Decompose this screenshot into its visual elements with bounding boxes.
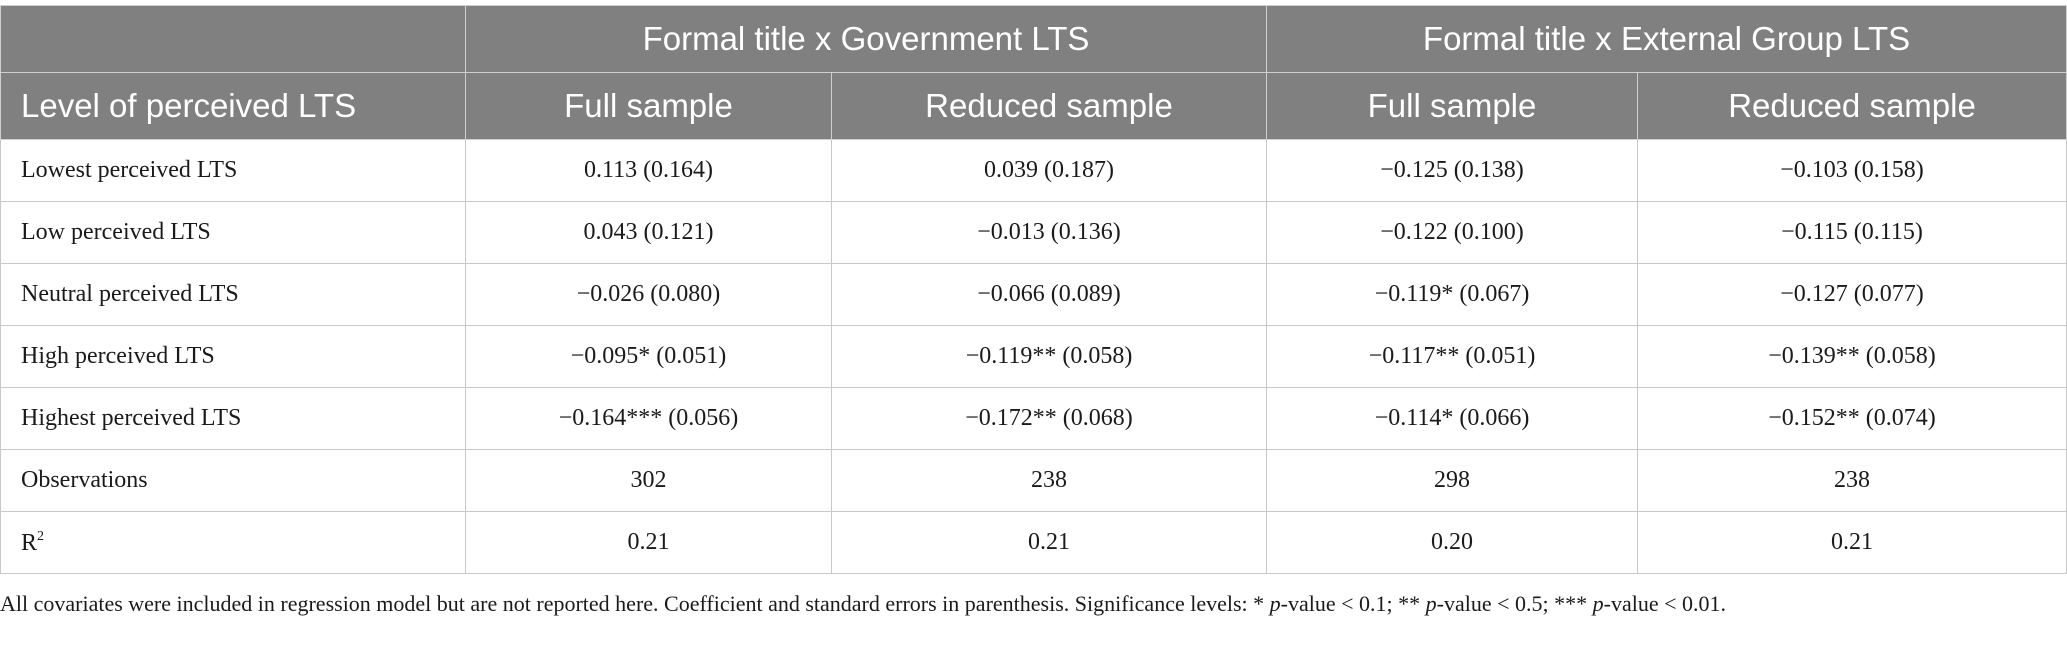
footnote-text: All covariates were included in regressi… xyxy=(0,591,1270,616)
table-cell: 0.043 (0.121) xyxy=(465,201,832,264)
table-cell: −0.103 (0.158) xyxy=(1637,139,2067,202)
table-cell: −0.095* (0.051) xyxy=(465,325,832,388)
r2-superscript: 2 xyxy=(37,528,45,544)
table-cell: −0.119** (0.058) xyxy=(830,325,1268,388)
group-header-row: Formal title x Government LTS Formal tit… xyxy=(0,5,2067,73)
footnote-italic-p: p xyxy=(1269,591,1281,616)
table-cell: −0.139** (0.058) xyxy=(1637,325,2067,388)
sub-header-gov-full: Full sample xyxy=(465,72,832,140)
sub-header-ext-reduced: Reduced sample xyxy=(1637,72,2067,140)
row-label-r2: R2 xyxy=(0,511,466,574)
table-cell: 238 xyxy=(830,449,1268,512)
table-row-r2: R2 0.21 0.21 0.20 0.21 xyxy=(0,511,2067,574)
footnote-text: -value < 0.1; ** xyxy=(1280,591,1426,616)
regression-table-container: Formal title x Government LTS Formal tit… xyxy=(0,5,2067,574)
row-label: Observations xyxy=(0,449,466,512)
table-row: Lowest perceived LTS 0.113 (0.164) 0.039… xyxy=(0,139,2067,202)
table-cell: −0.117** (0.051) xyxy=(1266,325,1639,388)
row-label: Highest perceived LTS xyxy=(0,387,466,450)
row-label: High perceived LTS xyxy=(0,325,466,388)
row-label: Neutral perceived LTS xyxy=(0,263,466,326)
table-cell: −0.114* (0.066) xyxy=(1266,387,1639,450)
table-row: Neutral perceived LTS −0.026 (0.080) −0.… xyxy=(0,263,2067,326)
table-row: Observations 302 238 298 238 xyxy=(0,449,2067,512)
table-cell: −0.013 (0.136) xyxy=(830,201,1268,264)
row-label: Low perceived LTS xyxy=(0,201,466,264)
table-cell: −0.026 (0.080) xyxy=(465,263,832,326)
group-header-government: Formal title x Government LTS xyxy=(464,5,1268,73)
sub-header-level: Level of perceived LTS xyxy=(0,72,466,140)
table-cell: 238 xyxy=(1637,449,2067,512)
sub-header-ext-full: Full sample xyxy=(1266,72,1639,140)
group-header-empty xyxy=(0,5,466,73)
table-row: Highest perceived LTS −0.164*** (0.056) … xyxy=(0,387,2067,450)
group-header-external: Formal title x External Group LTS xyxy=(1266,5,2067,73)
table-cell: −0.119* (0.067) xyxy=(1266,263,1639,326)
table-cell: 0.113 (0.164) xyxy=(465,139,832,202)
table-cell: 0.21 xyxy=(465,511,832,574)
table-cell: −0.122 (0.100) xyxy=(1266,201,1639,264)
footnote-italic-p: p xyxy=(1592,591,1604,616)
table-cell: 298 xyxy=(1266,449,1639,512)
r2-base: R xyxy=(21,529,38,556)
table-cell: −0.066 (0.089) xyxy=(830,263,1268,326)
footnote-text: -value < 0.5; *** xyxy=(1436,591,1593,616)
table-row: Low perceived LTS 0.043 (0.121) −0.013 (… xyxy=(0,201,2067,264)
regression-table: Formal title x Government LTS Formal tit… xyxy=(0,5,2067,574)
footnote-text: -value < 0.01. xyxy=(1603,591,1727,616)
table-cell: −0.152** (0.074) xyxy=(1637,387,2067,450)
table-cell: −0.125 (0.138) xyxy=(1266,139,1639,202)
table-row: High perceived LTS −0.095* (0.051) −0.11… xyxy=(0,325,2067,388)
footnote-italic-p: p xyxy=(1425,591,1437,616)
table-cell: 0.039 (0.187) xyxy=(830,139,1268,202)
table-cell: −0.172** (0.068) xyxy=(830,387,1268,450)
sub-header-gov-reduced: Reduced sample xyxy=(830,72,1268,140)
sub-header-row: Level of perceived LTS Full sample Reduc… xyxy=(0,72,2067,140)
table-cell: 302 xyxy=(465,449,832,512)
table-cell: −0.115 (0.115) xyxy=(1637,201,2067,264)
table-footnote: All covariates were included in regressi… xyxy=(0,588,1960,619)
table-cell: −0.127 (0.077) xyxy=(1637,263,2067,326)
row-label: Lowest perceived LTS xyxy=(0,139,466,202)
table-cell: 0.21 xyxy=(1637,511,2067,574)
table-cell: 0.20 xyxy=(1266,511,1639,574)
table-cell: 0.21 xyxy=(830,511,1268,574)
table-cell: −0.164*** (0.056) xyxy=(465,387,832,450)
